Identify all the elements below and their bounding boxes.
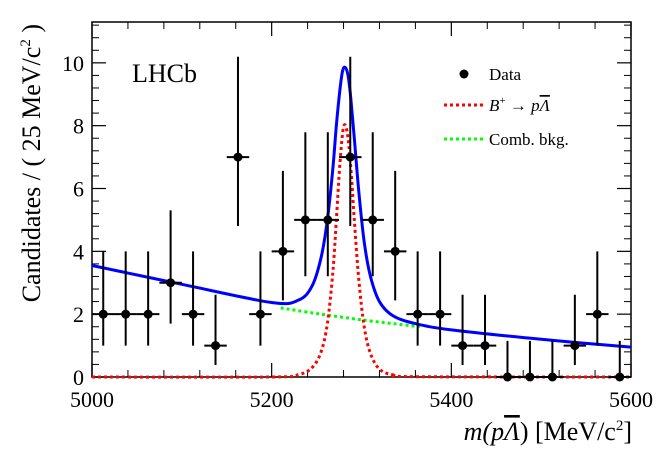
data-point-marker	[255, 309, 265, 319]
y-tick-label: 2	[73, 302, 84, 327]
y-tick-label: 10	[62, 51, 84, 76]
data-point-marker	[570, 341, 580, 351]
data-point	[136, 251, 160, 346]
data-point-marker	[143, 309, 153, 319]
data-point	[451, 294, 474, 366]
data-point	[249, 251, 272, 346]
x-tick-label: 5600	[609, 387, 653, 412]
legend-signal-lambda: Λ	[538, 96, 551, 115]
data-point	[518, 340, 542, 382]
data-point-marker	[368, 215, 378, 225]
data-point-marker	[323, 215, 333, 225]
x-tick-label: 5400	[429, 387, 473, 412]
y-axis-label-main: Candidates / ( 25 MeV/c	[17, 47, 46, 303]
data-point	[271, 170, 295, 301]
data-point-marker	[300, 215, 310, 225]
plot-frame	[91, 21, 632, 378]
comb-bkg-curve	[280, 306, 421, 329]
data-point	[563, 294, 587, 366]
x-axis-label: m(pΛ) [MeV/c2]	[464, 417, 632, 446]
data-point	[608, 340, 631, 382]
data-point-marker	[390, 246, 400, 256]
legend-signal-label: B+ → pΛ	[489, 95, 551, 115]
data-point	[339, 56, 362, 226]
y-axis-label-sup: 2	[18, 39, 34, 47]
data-point-marker	[188, 309, 198, 319]
data-point-marker	[615, 372, 625, 382]
data-point	[541, 340, 564, 382]
legend-data-label: Data	[489, 65, 522, 84]
x-axis-label-lambda: Λ	[501, 417, 520, 446]
y-axis-label: Candidates / ( 25 MeV/c2 )	[17, 24, 46, 302]
y-tick-label: 4	[73, 239, 84, 264]
legend-signal-plus: +	[499, 95, 505, 107]
legend-data-marker	[459, 69, 469, 79]
data-point-marker	[435, 309, 445, 319]
y-axis-label-close: )	[17, 24, 46, 39]
data-point	[204, 294, 227, 366]
x-axis-label-unit: ) [MeV/c	[520, 417, 616, 446]
x-axis-label-close: ]	[623, 417, 632, 446]
data-point-marker	[480, 341, 490, 351]
data-point	[294, 132, 317, 277]
data-point-marker	[121, 309, 131, 319]
x-tick-label: 5000	[70, 387, 114, 412]
data-point	[92, 251, 115, 346]
data-point	[361, 132, 384, 277]
data-point-marker	[592, 309, 602, 319]
experiment-label: LHCb	[132, 59, 197, 88]
data-point-marker	[233, 152, 243, 162]
data-point-marker	[211, 341, 221, 351]
data-point	[226, 56, 250, 226]
data-point	[159, 210, 182, 324]
x-tick-label: 5200	[250, 387, 294, 412]
y-tick-label: 0	[73, 365, 84, 390]
data-point-marker	[502, 372, 512, 382]
data-point-marker	[547, 372, 557, 382]
data-point-marker	[98, 309, 108, 319]
data-point	[428, 251, 452, 346]
data-point-marker	[413, 309, 423, 319]
plot-area	[91, 21, 632, 382]
data-point	[473, 294, 497, 366]
data-point-marker	[525, 372, 535, 382]
data-point	[181, 251, 205, 346]
data-point-marker	[458, 341, 468, 351]
data-point-marker	[166, 278, 176, 288]
data-point	[383, 170, 407, 301]
data-point	[316, 132, 340, 277]
x-axis-label-m: m(p	[464, 417, 504, 446]
legend-signal-arrow: → p	[506, 96, 540, 115]
total-fit-curve	[91, 65, 632, 349]
data-point-marker	[345, 152, 355, 162]
data-point	[586, 251, 609, 346]
data-point	[114, 251, 137, 346]
x-axis-label-sup: 2	[616, 418, 624, 434]
tick-labels: 5000 5200 5400 5600 0 2 4 6 8 10	[62, 51, 653, 412]
legend-comb-label: Comb. bkg.	[489, 130, 569, 149]
legend: Data B+ → pΛ Comb. bkg.	[444, 65, 569, 149]
y-tick-label: 8	[73, 114, 84, 139]
data-point	[406, 251, 429, 346]
data-point-marker	[278, 246, 288, 256]
data-point	[496, 340, 519, 382]
legend-signal-b: B	[489, 96, 500, 115]
y-tick-label: 6	[73, 177, 84, 202]
